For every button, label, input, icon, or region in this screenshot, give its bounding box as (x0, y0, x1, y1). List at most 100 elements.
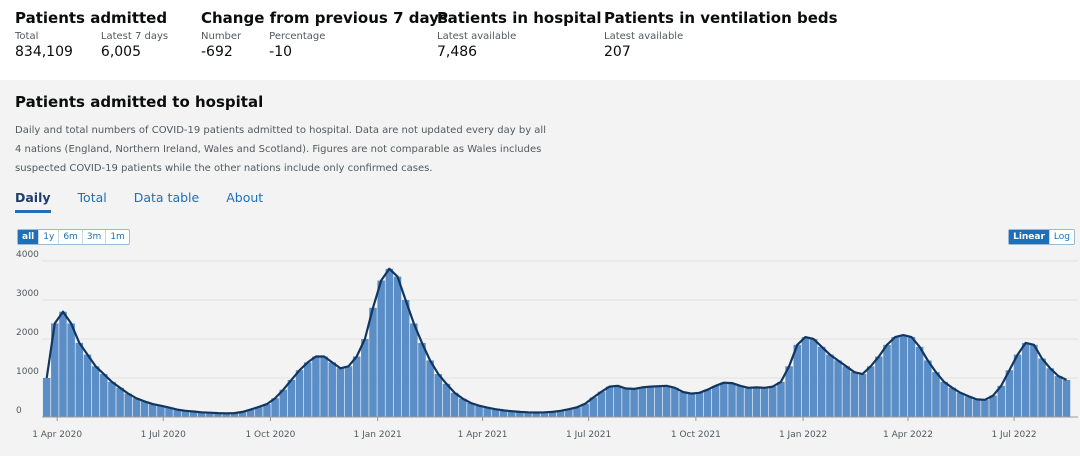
tab[interactable]: Data table (133, 190, 200, 205)
bar (891, 337, 899, 417)
bar (230, 413, 239, 417)
bar (630, 388, 638, 417)
x-tick-label: 1 Apr 2022 (883, 430, 933, 440)
y-tick-label: 0 (16, 406, 22, 416)
scale-button[interactable]: Linear (1009, 230, 1050, 244)
stat-item: Latest available 207 (604, 31, 683, 60)
bar (1013, 354, 1022, 417)
bar (556, 410, 565, 417)
stat-title: Patients admitted (15, 9, 168, 27)
bar (540, 412, 549, 417)
bar (842, 366, 850, 417)
bar (932, 372, 940, 417)
bar (973, 399, 981, 417)
bar (475, 405, 483, 417)
y-tick-label: 4000 (16, 250, 39, 260)
bar (385, 268, 394, 417)
bar (801, 337, 810, 417)
bar (532, 412, 540, 417)
stat: Patients in hospital Latest available 7,48… (437, 9, 601, 60)
bar (573, 407, 581, 417)
bar (140, 401, 149, 417)
bar (695, 392, 704, 417)
bar (434, 374, 443, 417)
bar (614, 385, 622, 417)
bar (1021, 342, 1030, 417)
tab[interactable]: Total (77, 190, 107, 205)
bar (499, 410, 508, 417)
bar (148, 404, 157, 417)
range-button[interactable]: 3m (83, 230, 107, 244)
bar (238, 411, 247, 417)
bar (809, 339, 818, 417)
y-tick-label: 2000 (16, 328, 39, 338)
bar (875, 356, 883, 417)
bar (312, 356, 320, 417)
bar (100, 374, 108, 417)
bar (720, 382, 728, 417)
chart: 0 1000 2000 3000 4000 1 Apr 2020 1 Jul 2020 1 O… (16, 250, 1078, 440)
range-button[interactable]: 1m (110, 232, 125, 242)
bar (83, 354, 92, 417)
bar (964, 396, 973, 417)
bar (883, 344, 891, 417)
bar (173, 409, 181, 417)
x-tick-label: 1 Jul 2020 (141, 430, 186, 440)
bar (214, 413, 222, 417)
stat-label: Percentage (269, 31, 326, 42)
bar (91, 366, 100, 417)
range-button[interactable]: 6m (59, 230, 83, 244)
stat-label: Latest available (604, 31, 684, 42)
bar (956, 392, 965, 417)
x-tick-label: 1 Oct 2021 (671, 430, 721, 440)
bar (565, 409, 573, 417)
bar (67, 323, 75, 417)
stat-value: 7,486 (437, 44, 478, 60)
bar (622, 388, 630, 417)
bar (507, 411, 516, 417)
stat-item: Percentage -10 (269, 31, 325, 60)
bar (744, 387, 753, 417)
stat-label: Number (201, 31, 242, 42)
stat-value: -692 (201, 44, 233, 60)
bar (1005, 370, 1014, 417)
bar (426, 360, 434, 417)
bar (344, 366, 353, 417)
stat-item: Total 834,109 (15, 31, 73, 60)
chart-card: Patients admitted to hospital Daily and … (15, 93, 1075, 245)
bar (132, 398, 141, 417)
bar (785, 366, 793, 417)
stat-value: 207 (604, 44, 631, 60)
bar (361, 339, 369, 417)
scale-button[interactable]: Log (1053, 232, 1070, 242)
bar (75, 342, 84, 417)
card-title: Patients admitted to hospital (15, 93, 264, 111)
bar (597, 391, 606, 417)
bar (834, 360, 842, 417)
bar (736, 385, 744, 417)
stat-items: Total 834,109 Latest 7 days 6,005 (15, 31, 168, 60)
bar (320, 356, 328, 417)
x-tick-label: 1 Apr 2020 (32, 430, 82, 440)
x-tick-label: 1 Jul 2021 (566, 430, 611, 440)
bar (638, 387, 647, 417)
bar (915, 346, 924, 417)
stat-items: Latest available 7,486 (437, 31, 601, 60)
range-button[interactable]: all (18, 230, 40, 244)
stat: Change from previous 7 days Number -692 Per… (201, 9, 448, 60)
bar (703, 389, 712, 417)
card-description: Daily and total numbers of COVID-19 pati… (15, 125, 546, 174)
bar (728, 383, 736, 417)
stat-value: 6,005 (100, 44, 141, 60)
bar (671, 387, 679, 417)
range-button[interactable]: 1y (39, 230, 60, 244)
bar (752, 387, 761, 417)
bar (255, 406, 263, 417)
y-tick-label: 3000 (16, 289, 39, 299)
bar (777, 381, 785, 417)
tab[interactable]: About (226, 190, 264, 205)
stat-value: -10 (269, 44, 293, 60)
tab[interactable]: Daily (15, 190, 51, 213)
bar (1030, 344, 1038, 417)
bar (222, 413, 230, 417)
